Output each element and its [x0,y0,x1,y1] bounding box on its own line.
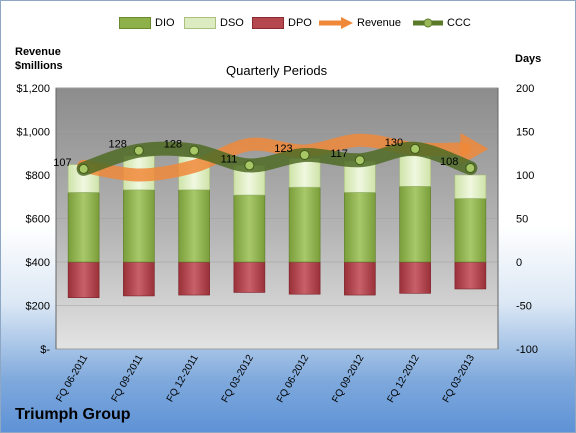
y-right-tick-label: 0 [516,257,522,269]
y-axis-left-label: Revenue $millions [15,46,63,72]
legend-dio: DIO [119,17,175,29]
x-tick-label: FQ 03-2012 [220,353,256,405]
bar-dso [454,174,487,199]
bar-dio [344,192,376,263]
bar-dpo [344,261,376,296]
y-left-tick-label: $600 [26,214,50,226]
y-right-tick-label: -100 [516,344,538,356]
bar-dpo [233,261,266,293]
bar-dio [288,186,321,263]
bar-dio [454,198,487,263]
bar-dpo [67,261,100,298]
ccc-point [78,163,89,174]
company-name: Triumph Group [15,406,131,423]
x-tick-label: FQ 03-2013 [441,353,477,405]
ccc-data-label: 128 [164,139,182,151]
ccc-data-label: 123 [274,143,292,155]
ccc-point [299,149,310,160]
ccc-data-label: 117 [330,148,348,160]
x-tick-label: FQ 09-2011 [110,353,146,404]
legend-ccc-line-icon [413,18,443,28]
y-right-tick-label: 200 [516,83,534,95]
bar-dio [399,186,431,263]
bar-dpo [123,261,155,297]
bar-dpo [399,261,431,294]
bar-dio [67,192,100,263]
bar-dio [178,189,210,263]
y-left-tick-label: $800 [26,170,50,182]
legend-dso-label: DSO [220,17,244,29]
ccc-point [133,145,144,156]
y-axis-right-label: Days [515,53,542,65]
ccc-point [410,143,421,154]
ccc-point [244,160,255,171]
ccc-point [354,155,365,166]
ccc-point [189,145,200,156]
x-tick-label: FQ 06-2011 [54,353,90,404]
legend-dso-swatch [184,17,216,29]
ccc-data-label: 111 [221,153,238,165]
legend-revenue-arrow-icon [319,17,353,29]
legend-dio-label: DIO [155,17,175,29]
bar-dio [233,194,266,263]
legend-dpo-swatch [252,17,284,29]
bar-dpo [178,261,210,296]
x-tick-label: FQ 06-2012 [275,353,311,405]
ccc-data-label: 128 [109,139,127,151]
ccc-data-label: 108 [440,156,458,168]
legend-ccc-label: CCC [447,17,471,29]
y-right-tick-label: 50 [516,214,528,226]
y-left-tick-label: $400 [26,257,50,269]
y-right-tick-label: -50 [516,301,532,313]
bar-dpo [454,261,487,290]
chart-title: Quarterly Periods [226,63,328,78]
legend-revenue: Revenue [319,17,401,29]
y-left-tick-label: $1,200 [16,83,50,95]
bar-dio [123,189,155,263]
y-right-tick-label: 150 [516,127,534,139]
y-left-tick-label: $1,000 [16,127,50,139]
legend-dpo-label: DPO [288,17,312,29]
legend-dso: DSO [184,17,244,29]
x-tick-label: FQ 09-2012 [330,353,366,405]
legend-ccc: CCC [413,17,471,29]
x-tick-label: FQ 12-2011 [165,353,201,404]
ccc-data-label: 107 [53,157,71,169]
ccc-data-label: 130 [385,137,403,149]
y-left-tick-label: $200 [26,301,50,313]
legend-dpo: DPO [252,17,312,29]
x-tick-label: FQ 12-2012 [386,353,422,405]
revenue-arrowhead [460,132,489,165]
legend-revenue-label: Revenue [357,17,402,29]
bar-dso [399,155,431,187]
legend-dio-swatch [119,17,151,29]
y-right-tick-label: 100 [516,170,534,182]
bar-dpo [288,261,321,295]
ccc-point [465,163,476,174]
y-left-tick-label: $- [40,344,50,356]
